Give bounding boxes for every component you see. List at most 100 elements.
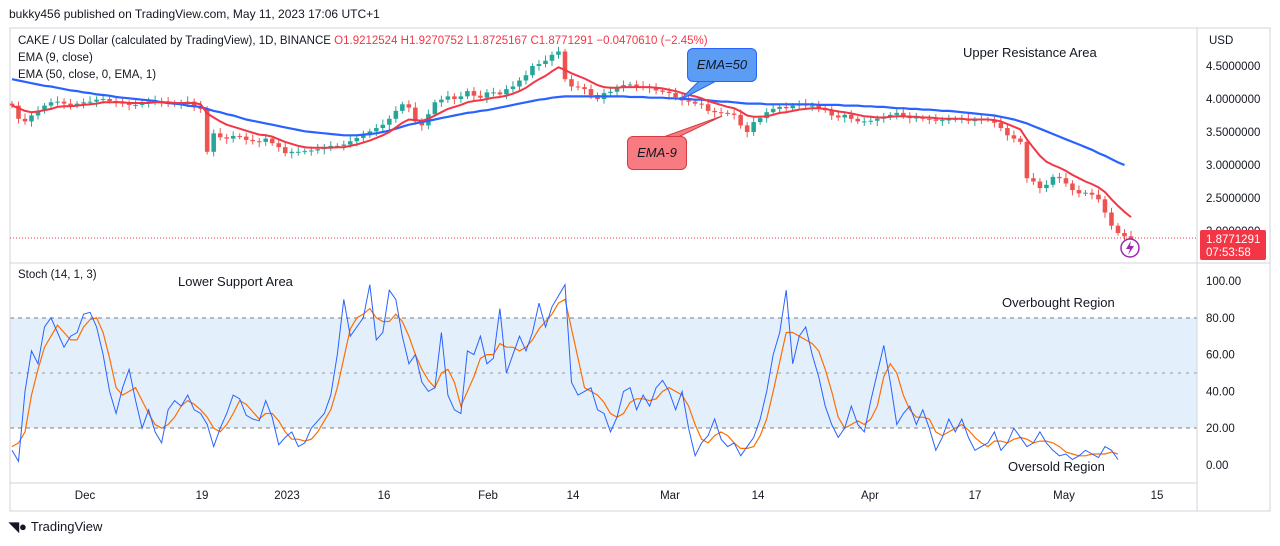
candle-body — [341, 144, 347, 146]
candle-body — [757, 118, 763, 123]
candle-body — [972, 120, 978, 122]
candle-body — [452, 96, 457, 99]
candle-body — [504, 89, 509, 95]
candle-body — [855, 118, 861, 122]
legend-ema9[interactable]: EMA (9, close) — [18, 52, 93, 64]
candle-body — [523, 75, 529, 81]
candle-body — [1057, 176, 1062, 179]
candle-body — [731, 113, 737, 115]
legend-row: CAKE / US Dollar (calculated by TradingV… — [18, 35, 708, 47]
candle-body — [510, 86, 516, 90]
candle-body — [471, 91, 477, 96]
legend-symbol: CAKE / US Dollar (calculated by TradingV… — [18, 35, 331, 47]
candle-body — [744, 125, 750, 132]
candle-body — [295, 151, 301, 153]
candle-body — [790, 105, 795, 109]
candle-body — [256, 141, 262, 143]
last-price-tag — [1200, 230, 1266, 260]
candle-body — [348, 141, 353, 145]
stoch-tick-label: 40.00 — [1206, 386, 1235, 398]
candle-body — [230, 135, 236, 139]
candle-body — [549, 54, 555, 61]
candle-body — [269, 138, 275, 144]
candle-body — [927, 118, 932, 120]
candle-body — [465, 91, 470, 97]
time-tick-label: May — [1053, 490, 1075, 502]
legend-ohlc: O1.9212524 H1.9270752 L1.8725167 C1.8771… — [334, 35, 708, 47]
currency-label: USD — [1209, 35, 1233, 47]
candle-body — [1122, 232, 1127, 237]
candle-body — [777, 106, 782, 109]
ema50-line — [11, 78, 1125, 167]
published-header: bukky456 published on TradingView.com, M… — [9, 7, 380, 21]
candle-body — [276, 143, 282, 148]
candle-body — [308, 150, 314, 152]
candle-body — [42, 105, 47, 111]
tradingview-logo[interactable]: ◥● TradingView — [9, 519, 102, 535]
candle-body — [914, 117, 919, 119]
candle-body — [68, 103, 73, 106]
candle-body — [497, 92, 503, 95]
candles-layer — [9, 46, 1134, 243]
candle-body — [705, 104, 711, 111]
time-tick-label: 14 — [567, 490, 580, 502]
stoch-tick-label: 60.00 — [1206, 350, 1235, 362]
candle-body — [380, 124, 386, 129]
candle-body — [419, 121, 425, 126]
price-tick-label: 3.5000000 — [1206, 127, 1260, 139]
candle-body — [725, 112, 730, 114]
candle-body — [575, 86, 581, 88]
candle-body — [1050, 176, 1056, 185]
stoch-axis[interactable]: 100.00 80.00 60.00 40.00 20.00 0.00 — [1206, 276, 1241, 472]
candle-body — [686, 100, 691, 102]
candle-body — [517, 80, 522, 87]
last-price-value: 1.8771291 — [1206, 234, 1260, 246]
lower-support-label: Lower Support Area — [178, 274, 293, 289]
time-axis[interactable]: Dec 19 2023 16 Feb 14 Mar 14 Apr 17 May 15 — [75, 490, 1164, 502]
candle-body — [35, 110, 41, 116]
stoch-d-line — [11, 298, 1119, 457]
candle-body — [582, 87, 587, 90]
candle-body — [289, 151, 295, 154]
time-tick-label: 14 — [752, 490, 765, 502]
candle-body — [569, 79, 574, 87]
candle-body — [861, 121, 867, 123]
brand-label: TradingView — [30, 519, 103, 534]
candle-body — [835, 115, 841, 118]
candle-body — [1044, 184, 1049, 189]
overbought-label: Overbought Region — [1002, 295, 1115, 310]
time-tick-label: 19 — [196, 490, 209, 502]
time-tick-label: 16 — [378, 490, 391, 502]
ema9-callout: EMA-9 — [627, 136, 687, 170]
candle-body — [217, 133, 223, 138]
candle-body — [718, 112, 724, 114]
candle-body — [712, 110, 717, 113]
candle-body — [243, 136, 249, 140]
candle-body — [588, 89, 594, 96]
candle-body — [9, 103, 15, 106]
candle-body — [868, 120, 874, 122]
stoch-tick-label: 100.00 — [1206, 276, 1241, 288]
candle-body — [400, 104, 405, 111]
candle-body — [1011, 135, 1017, 139]
candle-body — [55, 101, 60, 103]
legend-ema50[interactable]: EMA (50, close, 0, EMA, 1) — [18, 69, 157, 81]
stoch-tick-label: 20.00 — [1206, 423, 1235, 435]
candle-body — [87, 101, 93, 103]
candle-body — [666, 91, 672, 94]
legend-stoch[interactable]: Stoch (14, 1, 3) — [18, 269, 97, 281]
candle-body — [302, 151, 308, 153]
candle-body — [237, 135, 242, 137]
candle-body — [328, 145, 334, 148]
time-tick-label: Apr — [861, 490, 879, 502]
candle-body — [660, 90, 665, 92]
candle-body — [673, 93, 678, 98]
oversold-label: Oversold Region — [1008, 459, 1105, 474]
candle-body — [1037, 181, 1043, 189]
price-axis[interactable]: 4.5000000 4.0000000 3.5000000 3.0000000 2.50… — [1206, 61, 1260, 238]
candle-body — [699, 103, 704, 105]
candle-body — [315, 149, 321, 151]
time-tick-label: Mar — [660, 490, 680, 502]
candle-body — [738, 114, 743, 126]
